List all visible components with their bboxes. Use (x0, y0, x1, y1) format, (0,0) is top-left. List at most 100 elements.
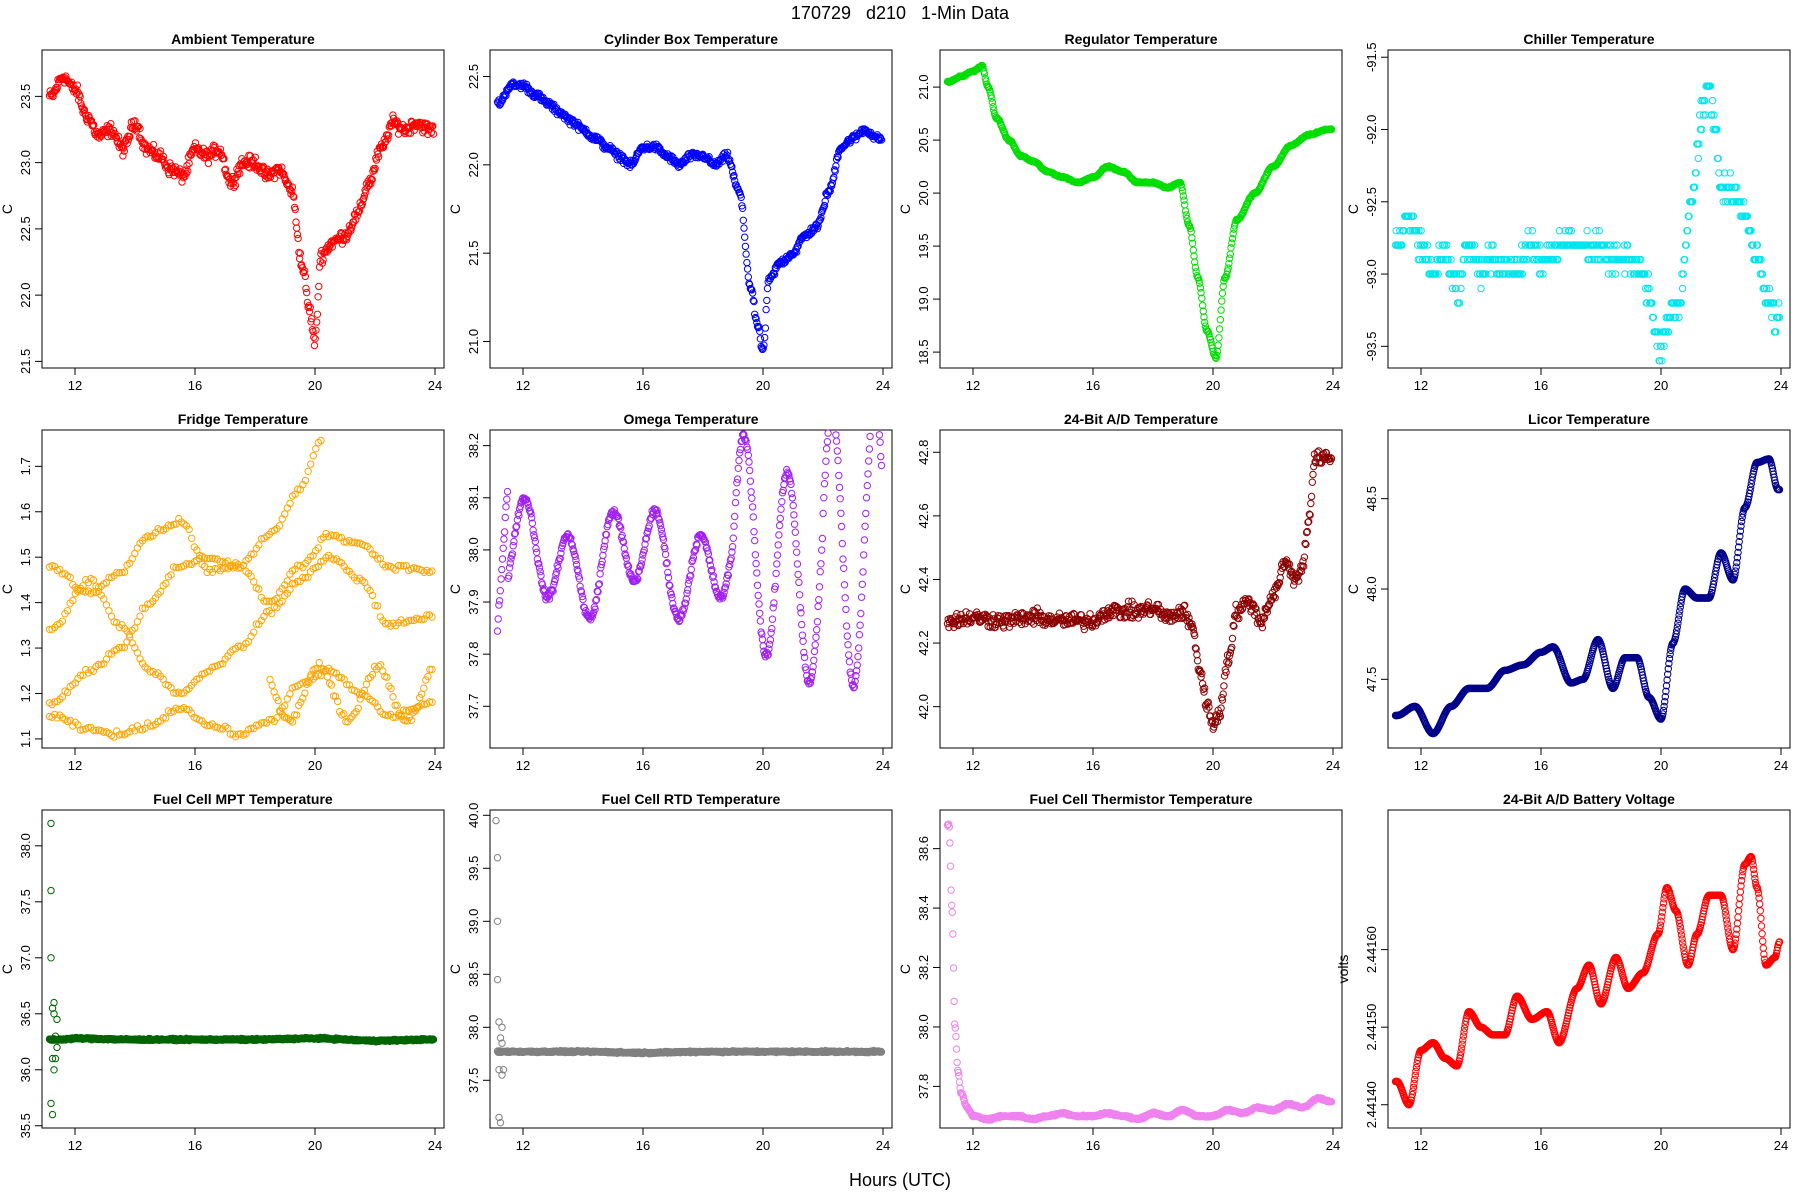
y-tick-label: 42.8 (916, 440, 931, 465)
data-point (1536, 241, 1544, 249)
data-point (495, 597, 504, 605)
data-point (118, 568, 126, 577)
data-point (355, 574, 364, 582)
data-point (1728, 183, 1736, 192)
data-point (1554, 255, 1562, 264)
data-point (765, 645, 773, 653)
data-point (1223, 267, 1232, 275)
data-point (1721, 198, 1730, 206)
data-point (1421, 241, 1429, 249)
data-point (657, 525, 666, 534)
data-point (591, 605, 599, 613)
data-point (661, 152, 670, 160)
data-points (1391, 455, 1784, 738)
data-point (1230, 222, 1239, 230)
plot-frame (939, 49, 1343, 369)
data-point (669, 599, 677, 608)
data-point (800, 648, 808, 657)
data-point (126, 132, 134, 141)
data-point (309, 666, 317, 674)
data-point (131, 624, 139, 632)
data-point (1714, 154, 1722, 163)
data-point (619, 537, 627, 545)
data-point (1708, 96, 1717, 105)
data-point (790, 520, 799, 528)
data-point (505, 564, 514, 572)
x-tick-label: 16 (636, 758, 650, 773)
data-point (508, 550, 517, 558)
data-point (793, 560, 802, 568)
data-point (423, 611, 431, 619)
data-point (368, 670, 377, 679)
data-point (374, 602, 382, 610)
data-point (637, 560, 646, 568)
data-point (510, 530, 519, 538)
y-tick-label: 1.6 (18, 503, 33, 521)
data-point (114, 132, 123, 141)
data-point (418, 119, 426, 127)
data-point (301, 476, 310, 485)
data-point (76, 726, 85, 734)
data-point (312, 445, 320, 453)
data-point (1567, 227, 1576, 235)
data-point (527, 510, 535, 518)
data-point (315, 282, 323, 291)
data-point (750, 528, 758, 536)
y-axis-label: C (0, 204, 15, 214)
data-point (799, 637, 807, 645)
data-point (751, 310, 759, 318)
plot-frame (489, 429, 893, 749)
data-point (318, 259, 327, 267)
x-tick-label: 12 (1414, 378, 1428, 393)
data-point (983, 82, 992, 90)
data-point (229, 562, 237, 570)
data-point (820, 480, 829, 488)
data-point (290, 193, 298, 201)
data-point (1229, 230, 1237, 238)
data-point (350, 218, 358, 226)
data-point (270, 603, 278, 611)
data-point (1042, 619, 1050, 627)
data-point (1611, 270, 1620, 278)
y-tick-label: 22.0 (18, 282, 33, 307)
data-point (834, 153, 842, 162)
data-point (183, 161, 191, 170)
data-point (733, 475, 742, 483)
data-point (664, 573, 673, 582)
data-point (769, 604, 777, 612)
data-point (204, 159, 213, 168)
data-point (89, 576, 98, 584)
data-point (94, 583, 103, 592)
data-point (731, 512, 739, 521)
y-tick-label: 42.0 (916, 694, 931, 719)
data-point (1227, 244, 1235, 252)
data-point (818, 534, 827, 543)
data-point (610, 506, 618, 514)
panel-title: Fridge Temperature (178, 411, 309, 427)
data-point (244, 554, 253, 563)
data-point (257, 616, 266, 625)
data-point (1418, 255, 1427, 264)
data-point (291, 565, 299, 573)
data-point (1501, 270, 1509, 278)
data-point (229, 179, 238, 187)
data-point (693, 541, 701, 549)
data-point (594, 588, 602, 596)
data-point (428, 613, 436, 621)
data-point (633, 574, 641, 582)
data-point (728, 162, 736, 171)
y-tick-label: 21.0 (466, 329, 481, 354)
data-point (777, 505, 785, 513)
data-point (76, 584, 85, 592)
data-point (1457, 284, 1465, 293)
data-point (1608, 270, 1616, 278)
data-point (1188, 234, 1196, 242)
data-point (420, 684, 428, 692)
data-point (756, 335, 765, 343)
data-point (1215, 334, 1223, 342)
data-point (1520, 255, 1529, 264)
data-point (863, 481, 871, 490)
